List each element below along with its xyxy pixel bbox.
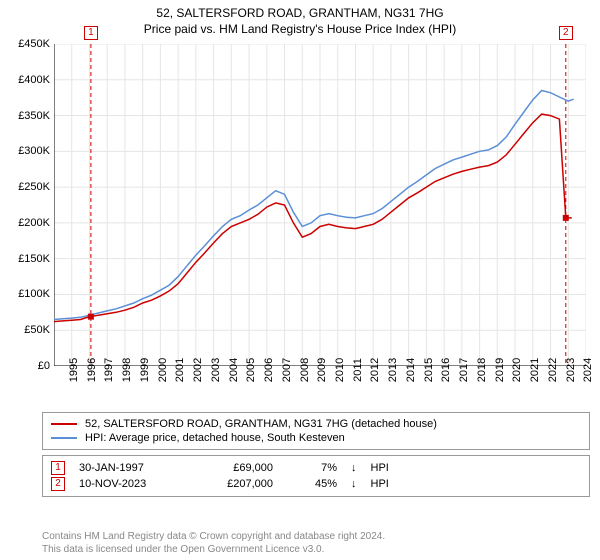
annotation-price: £69,000 bbox=[203, 462, 273, 474]
y-tick-label: £400K bbox=[18, 74, 50, 86]
x-tick-label: 2025 bbox=[586, 358, 600, 382]
y-tick-label: £250K bbox=[18, 181, 50, 193]
annotation-price: £207,000 bbox=[203, 478, 273, 490]
annotation-ref: HPI bbox=[371, 462, 389, 474]
footer-attribution: Contains HM Land Registry data © Crown c… bbox=[42, 530, 590, 556]
plot-svg bbox=[54, 44, 586, 366]
legend-item: HPI: Average price, detached house, Sout… bbox=[51, 431, 581, 445]
annotation-box: 1 30-JAN-1997 £69,000 7% ↓ HPI 2 10-NOV-2023 £20… bbox=[42, 455, 590, 497]
annotation-arrow-icon: ↓ bbox=[351, 478, 357, 490]
chart-title: 52, SALTERSFORD ROAD, GRANTHAM, NG31 7HG bbox=[0, 6, 600, 20]
annotation-row: 2 10-NOV-2023 £207,000 45% ↓ HPI bbox=[51, 476, 581, 492]
annotation-date: 30-JAN-1997 bbox=[79, 462, 189, 474]
legend-box: 52, SALTERSFORD ROAD, GRANTHAM, NG31 7HG… bbox=[42, 412, 590, 450]
footer-line-1: Contains HM Land Registry data © Crown c… bbox=[42, 530, 590, 543]
y-tick-label: £50K bbox=[24, 324, 50, 336]
annotation-arrow-icon: ↓ bbox=[351, 462, 357, 474]
marker-box-2: 2 bbox=[559, 26, 573, 40]
plot-region: 12£0£50K£100K£150K£200K£250K£300K£350K£4… bbox=[54, 44, 586, 366]
annotation-row: 1 30-JAN-1997 £69,000 7% ↓ HPI bbox=[51, 460, 581, 476]
y-tick-label: £0 bbox=[38, 360, 50, 372]
y-tick-label: £100K bbox=[18, 288, 50, 300]
annotation-pct: 45% bbox=[287, 478, 337, 490]
marker-box-1: 1 bbox=[84, 26, 98, 40]
chart-page: 52, SALTERSFORD ROAD, GRANTHAM, NG31 7HG… bbox=[0, 0, 600, 560]
legend-swatch bbox=[51, 437, 77, 439]
y-tick-label: £300K bbox=[18, 145, 50, 157]
legend-swatch bbox=[51, 423, 77, 425]
legend-label: HPI: Average price, detached house, Sout… bbox=[85, 432, 345, 444]
footer-line-2: This data is licensed under the Open Gov… bbox=[42, 543, 590, 556]
chart-area: 12£0£50K£100K£150K£200K£250K£300K£350K£4… bbox=[8, 44, 592, 404]
annotation-ref: HPI bbox=[371, 478, 389, 490]
legend-label: 52, SALTERSFORD ROAD, GRANTHAM, NG31 7HG… bbox=[85, 418, 437, 430]
y-tick-label: £150K bbox=[18, 253, 50, 265]
annotation-date: 10-NOV-2023 bbox=[79, 478, 189, 490]
y-tick-label: £350K bbox=[18, 110, 50, 122]
y-tick-label: £450K bbox=[18, 38, 50, 50]
annotation-marker: 1 bbox=[51, 461, 65, 475]
y-tick-label: £200K bbox=[18, 217, 50, 229]
annotation-marker: 2 bbox=[51, 477, 65, 491]
legend-item: 52, SALTERSFORD ROAD, GRANTHAM, NG31 7HG… bbox=[51, 417, 581, 431]
annotation-pct: 7% bbox=[287, 462, 337, 474]
